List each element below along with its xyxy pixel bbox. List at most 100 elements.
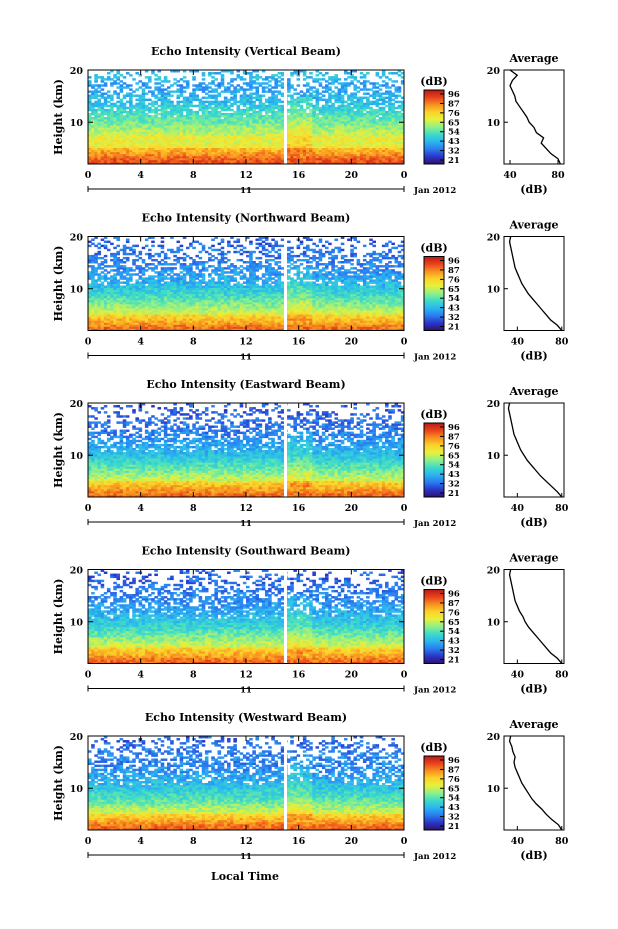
- y-tick-label: 10: [70, 618, 84, 629]
- x-tick-label: 4: [137, 670, 144, 681]
- x-tick-label: 8: [190, 337, 197, 348]
- colorbar-tick-label: 43: [448, 137, 460, 147]
- x-tick-label: 16: [292, 836, 306, 847]
- colorbar: [423, 589, 445, 664]
- colorbar-tick-label: 76: [448, 275, 460, 285]
- date-label: Jan 2012: [413, 852, 456, 862]
- avg-y-tick-label: 20: [487, 66, 501, 77]
- avg-x-tick-label: 40: [511, 670, 525, 681]
- colorbar-tick-label: 43: [448, 803, 460, 813]
- data-gap: [284, 736, 287, 830]
- x-tick-label: 20: [345, 670, 359, 681]
- colorbar: [423, 422, 445, 498]
- colorbar-unit: (dB): [420, 408, 447, 421]
- average-title: Average: [508, 385, 558, 398]
- colorbar-tick-label: 96: [448, 590, 460, 600]
- y-axis-label: Height (km): [52, 412, 65, 488]
- x-tick-label: 20: [345, 503, 359, 514]
- colorbar-tick-label: 43: [448, 304, 460, 314]
- average-x-label: (dB): [520, 516, 547, 529]
- x-tick-label: 12: [239, 337, 252, 348]
- avg-x-tick-label: 40: [511, 836, 525, 847]
- x-tick-label: 0: [401, 337, 408, 348]
- x-tick-label: 0: [401, 170, 408, 181]
- colorbar-tick-label: 87: [448, 765, 460, 775]
- colorbar-unit: (dB): [420, 75, 447, 88]
- colorbar-tick-label: 87: [448, 432, 460, 442]
- panel-title: Echo Intensity (Vertical Beam): [151, 45, 341, 58]
- colorbar-tick-label: 54: [448, 294, 460, 304]
- colorbar-tick-label: 32: [448, 480, 460, 490]
- avg-x-tick-label: 40: [511, 503, 525, 514]
- colorbar-unit: (dB): [420, 242, 447, 255]
- heatmap-field: [88, 236, 405, 331]
- y-tick-label: 20: [70, 566, 84, 577]
- x-tick-label: 8: [190, 670, 197, 681]
- colorbar: [423, 256, 445, 331]
- colorbar-tick-label: 65: [448, 285, 460, 295]
- colorbar-tick-label: 96: [448, 423, 460, 433]
- y-tick-label: 10: [70, 118, 84, 129]
- x-tick-label: 0: [85, 670, 92, 681]
- y-axis-label: Height (km): [52, 745, 65, 821]
- y-tick-label: 10: [70, 451, 84, 462]
- x-tick-label: 4: [137, 337, 144, 348]
- avg-y-tick-label: 10: [487, 618, 501, 629]
- avg-y-tick-label: 20: [487, 233, 501, 244]
- average-profile-line: [508, 569, 563, 664]
- panel-1: Echo Intensity (Vertical Beam) 0 4 8 12 16 20 0…: [52, 45, 565, 196]
- y-tick-label: 10: [70, 285, 84, 296]
- average-title: Average: [508, 718, 558, 731]
- heatmap-field: [88, 70, 405, 165]
- x-tick-label: 16: [292, 503, 306, 514]
- colorbar-tick-label: 76: [448, 775, 460, 785]
- colorbar-tick-label: 87: [448, 599, 460, 609]
- average-title: Average: [508, 552, 558, 565]
- data-gap: [284, 403, 287, 497]
- x-tick-label: 12: [239, 836, 252, 847]
- colorbar-tick-label: 21: [448, 656, 460, 666]
- avg-y-tick-label: 10: [487, 784, 501, 795]
- date-label: Jan 2012: [413, 686, 456, 696]
- colorbar-tick-label: 21: [448, 323, 460, 333]
- colorbar-tick-label: 32: [448, 313, 460, 323]
- x-tick-label: 16: [292, 670, 306, 681]
- colorbar-tick-label: 87: [448, 266, 460, 276]
- panel-2: Echo Intensity (Northward Beam) 0 4 8 12 16 20…: [52, 212, 569, 363]
- y-tick-label: 10: [70, 784, 84, 795]
- avg-y-tick-label: 20: [487, 732, 501, 743]
- x-tick-label: 0: [85, 503, 92, 514]
- data-gap: [284, 569, 287, 664]
- day-label: 11: [240, 852, 252, 862]
- colorbar-tick-label: 43: [448, 470, 460, 480]
- y-tick-label: 20: [70, 732, 84, 743]
- colorbar-tick-label: 96: [448, 756, 460, 766]
- colorbar-tick-label: 76: [448, 608, 460, 618]
- avg-x-tick-label: 80: [555, 670, 569, 681]
- heatmap-field: [88, 403, 405, 498]
- panel-4: Echo Intensity (Southward Beam) 0 4 8 12 16 20…: [52, 545, 569, 696]
- avg-x-tick-label: 40: [511, 337, 525, 348]
- colorbar-tick-label: 21: [448, 822, 460, 832]
- panel-title: Echo Intensity (Northward Beam): [142, 212, 351, 225]
- colorbar-tick-label: 65: [448, 618, 460, 628]
- x-tick-label: 20: [345, 337, 359, 348]
- average-frame: [503, 569, 565, 664]
- avg-x-tick-label: 80: [555, 337, 569, 348]
- avg-y-tick-label: 10: [487, 451, 501, 462]
- colorbar-tick-label: 65: [448, 118, 460, 128]
- average-x-label: (dB): [520, 849, 547, 862]
- colorbar-tick-label: 87: [448, 99, 460, 109]
- colorbar-tick-label: 76: [448, 442, 460, 452]
- x-tick-label: 4: [137, 836, 144, 847]
- date-label: Jan 2012: [413, 186, 456, 196]
- colorbar-tick-label: 32: [448, 147, 460, 157]
- colorbar: [423, 89, 445, 165]
- avg-x-tick-label: 80: [551, 170, 565, 181]
- colorbar-tick-label: 21: [448, 156, 460, 166]
- x-tick-label: 12: [239, 170, 252, 181]
- average-frame: [503, 236, 565, 331]
- day-label: 11: [240, 686, 252, 696]
- average-profile-line: [507, 402, 563, 498]
- data-gap: [284, 70, 287, 164]
